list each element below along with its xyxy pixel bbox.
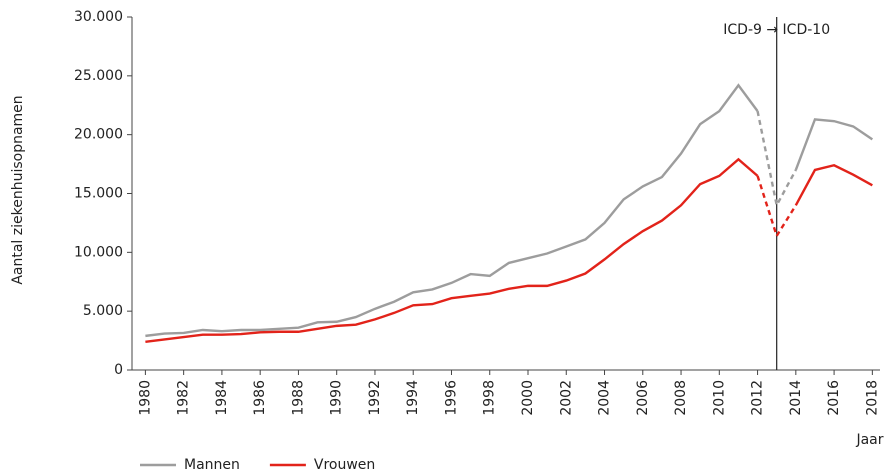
x-tick-label: 2014 xyxy=(788,380,804,416)
x-tick-label: 1988 xyxy=(290,380,306,416)
x-tick-label: 1984 xyxy=(214,380,230,416)
x-tick-label: 1998 xyxy=(482,380,498,416)
x-tick-label: 2012 xyxy=(750,380,766,416)
legend-label: Mannen xyxy=(184,457,240,473)
series-line xyxy=(145,83,759,338)
y-axis-label: Aantal ziekenhuisopnamen xyxy=(10,95,26,284)
x-tick-label: 1990 xyxy=(329,380,345,416)
annotation-text: ICD-9 → ICD-10 xyxy=(723,22,830,38)
x-tick-label: 2006 xyxy=(635,380,651,416)
y-tick-label: 5.000 xyxy=(83,303,123,319)
x-tick-label: 1994 xyxy=(405,380,421,416)
x-tick-label: 2008 xyxy=(673,380,689,416)
x-tick-label: 1992 xyxy=(367,380,383,416)
series-line xyxy=(756,175,797,239)
x-tick-label: 1980 xyxy=(137,380,153,416)
series-line xyxy=(145,157,759,343)
legend-label: Vrouwen xyxy=(314,457,375,473)
x-axis-label: Jaar xyxy=(855,432,883,448)
y-tick-label: 0 xyxy=(114,362,123,378)
x-tick-label: 2018 xyxy=(864,380,880,416)
x-tick-label: 2010 xyxy=(711,380,727,416)
x-tick-label: 1986 xyxy=(252,380,268,416)
y-tick-label: 15.000 xyxy=(74,186,123,202)
x-tick-label: 2016 xyxy=(826,380,842,416)
y-tick-label: 30.000 xyxy=(74,9,123,25)
series-line xyxy=(794,163,873,206)
x-tick-label: 1982 xyxy=(176,380,192,416)
y-tick-label: 20.000 xyxy=(74,127,123,143)
x-tick-label: 1996 xyxy=(443,380,459,416)
x-tick-label: 2004 xyxy=(597,380,613,416)
y-tick-label: 25.000 xyxy=(74,68,123,84)
x-tick-label: 2002 xyxy=(558,380,574,416)
y-tick-label: 10.000 xyxy=(74,244,123,260)
x-tick-label: 2000 xyxy=(520,380,536,416)
series-line xyxy=(794,118,874,171)
